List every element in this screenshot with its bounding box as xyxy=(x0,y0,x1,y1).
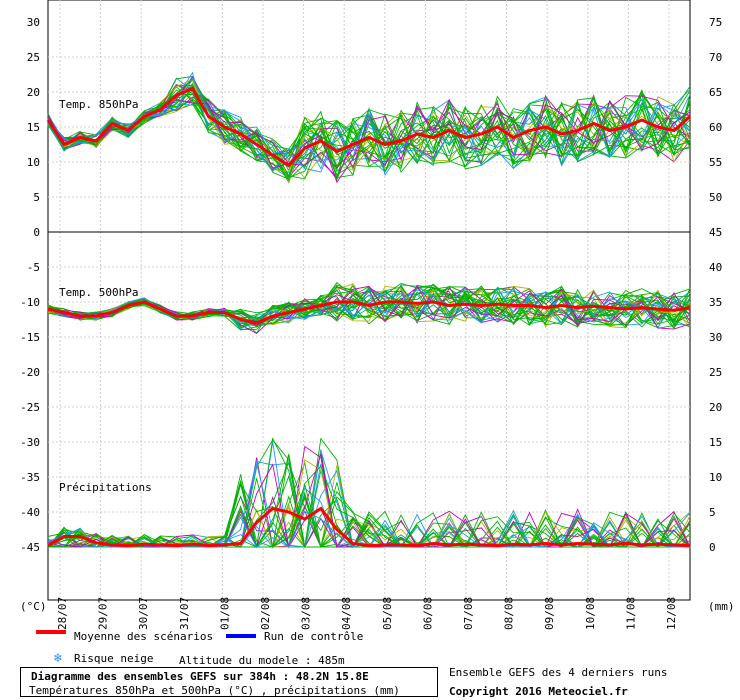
right-tick-label-top: 60 xyxy=(709,121,722,134)
altitude-label: Altitude du modele : 485m xyxy=(179,654,345,667)
x-tick-label: 11/08 xyxy=(624,597,637,630)
x-tick-label: 29/07 xyxy=(97,597,110,630)
left-tick-label: 20 xyxy=(27,86,40,99)
right-tick-label-bottom: 20 xyxy=(709,401,722,414)
left-tick-label: -30 xyxy=(20,436,40,449)
left-tick-label: 30 xyxy=(27,16,40,29)
x-tick-label: 12/08 xyxy=(665,597,678,630)
footer-title: Diagramme des ensembles GEFS sur 384h : … xyxy=(31,670,369,683)
member-line-t850 xyxy=(47,85,691,173)
x-tick-label: 03/08 xyxy=(300,597,313,630)
mean-legend-label: Moyenne des scénarios xyxy=(74,630,214,643)
panel-label-t500: Temp. 500hPa xyxy=(59,286,138,299)
right-tick-label-top: 50 xyxy=(709,191,722,204)
member-line-t850 xyxy=(47,77,691,176)
member-line-t500 xyxy=(47,284,691,330)
footer-subtitle: Températures 850hPa et 500hPa (°C) , pré… xyxy=(29,684,400,697)
x-tick-label: 01/08 xyxy=(218,597,231,630)
x-tick-label: 07/08 xyxy=(462,597,475,630)
left-tick-label: -35 xyxy=(20,471,40,484)
right-tick-label-bottom: 30 xyxy=(709,331,722,344)
left-tick-label: -15 xyxy=(20,331,40,344)
snowflake-icon: ❄ xyxy=(54,651,62,666)
left-tick-label: -40 xyxy=(20,506,40,519)
left-tick-label: 0 xyxy=(33,226,40,239)
member-line-t850 xyxy=(47,93,691,181)
x-tick-label: 02/08 xyxy=(259,597,272,630)
mean-line-precip xyxy=(47,506,691,548)
x-tick-label: 04/08 xyxy=(340,597,353,630)
right-tick-label-bottom: 10 xyxy=(709,471,722,484)
control-legend-swatch xyxy=(226,634,256,638)
member-line-t850 xyxy=(47,71,691,173)
right-tick-label-bottom: 40 xyxy=(709,261,722,274)
right-tick-label-bottom: 25 xyxy=(709,366,722,379)
x-tick-label: 09/08 xyxy=(543,597,556,630)
left-tick-label: -25 xyxy=(20,401,40,414)
right-tick-label-top: 65 xyxy=(709,86,722,99)
left-axis-unit: (°C) xyxy=(20,600,47,613)
copyright: Copyright 2016 Meteociel.fr xyxy=(449,685,628,698)
panel-label-precip: Précipitations xyxy=(59,481,152,494)
snow-legend-label: Risque neige xyxy=(74,652,154,665)
member-line-t850 xyxy=(47,75,691,169)
footer-box: Diagramme des ensembles GEFS sur 384h : … xyxy=(20,667,438,697)
right-tick-label-top: 70 xyxy=(709,51,722,64)
right-tick-label-top: 75 xyxy=(709,16,722,29)
left-axis: 30 25 20 15 10 5 0 -5 -10 -15 -20 -25 -30 -35 -40 -45 xyxy=(20,16,40,554)
left-tick-label: -5 xyxy=(27,261,40,274)
mean-series xyxy=(46,86,691,548)
x-tick-label: 05/08 xyxy=(381,597,394,630)
right-tick-label-top: 55 xyxy=(709,156,722,169)
left-tick-label: 5 xyxy=(33,191,40,204)
control-legend-label: Run de contrôle xyxy=(264,630,364,643)
x-tick-label: 30/07 xyxy=(137,597,150,630)
panel-label-t850: Temp. 850hPa xyxy=(59,98,138,111)
x-tick-label: 10/08 xyxy=(584,597,597,630)
x-tick-label: 08/08 xyxy=(503,597,516,630)
left-tick-label: 15 xyxy=(27,121,40,134)
left-tick-label: -20 xyxy=(20,366,40,379)
left-tick-label: -10 xyxy=(20,296,40,309)
mean-line-t850 xyxy=(46,86,691,168)
member-line-t850 xyxy=(47,84,691,169)
member-line-precip xyxy=(48,461,690,548)
x-axis: 28/07 29/07 30/07 31/07 01/08 02/08 03/08 04/08… xyxy=(56,597,678,630)
member-line-t500 xyxy=(47,284,691,330)
x-tick-label: 06/08 xyxy=(421,597,434,630)
mean-line-t500 xyxy=(47,300,691,325)
right-tick-label-bottom: 0 xyxy=(709,541,716,554)
x-tick-label: 28/07 xyxy=(56,597,69,630)
right-tick-label-bottom: 15 xyxy=(709,436,722,449)
x-tick-label: 31/07 xyxy=(178,597,191,630)
runs-note: Ensemble GEFS des 4 derniers runs xyxy=(449,666,668,679)
right-axis-unit: (mm) xyxy=(708,600,735,613)
mean-legend-swatch xyxy=(36,630,66,634)
right-tick-label-bottom: 45 xyxy=(709,226,722,239)
left-tick-label: -45 xyxy=(20,541,40,554)
right-tick-label-bottom: 35 xyxy=(709,296,722,309)
left-tick-label: 25 xyxy=(27,51,40,64)
right-tick-label-bottom: 5 xyxy=(709,506,716,519)
left-tick-label: 10 xyxy=(27,156,40,169)
